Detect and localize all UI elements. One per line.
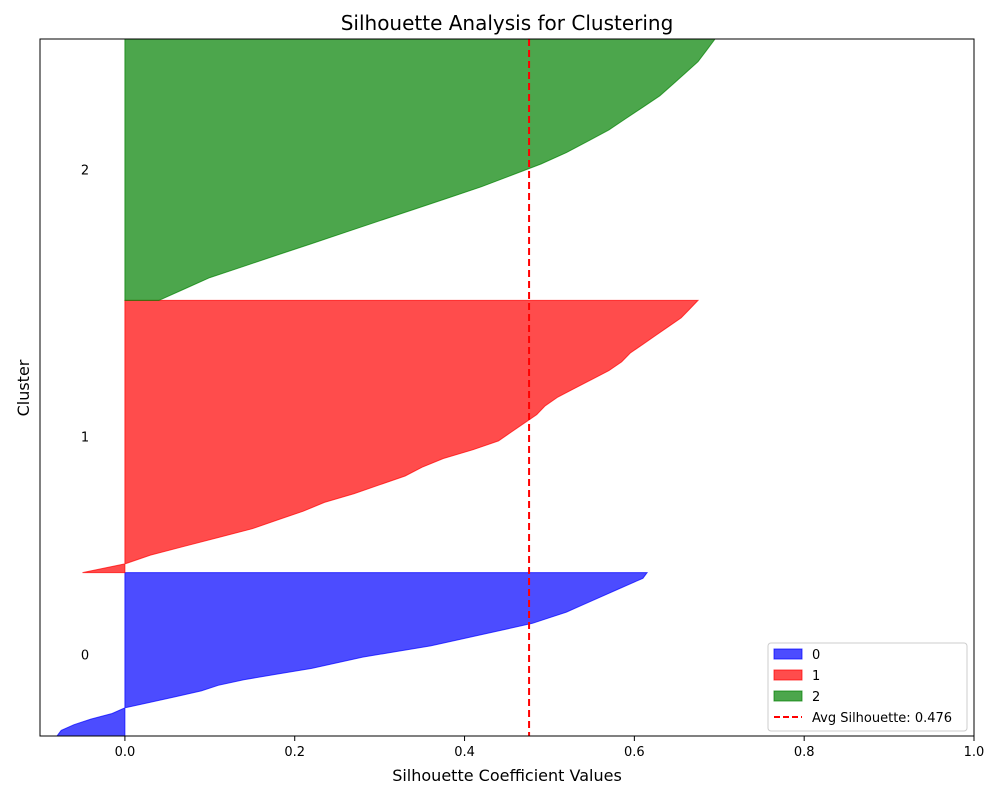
silhouette-area-cluster-0 — [56, 572, 649, 737]
x-axis-label: Silhouette Coefficient Values — [392, 766, 622, 785]
y-axis-cluster-labels: 0 1 2 — [81, 164, 89, 664]
x-tick-label: 1.0 — [964, 745, 985, 760]
x-tick-label: 0.2 — [284, 745, 305, 760]
cluster-label-2: 2 — [81, 164, 89, 179]
chart-title: Silhouette Analysis for Clustering — [341, 11, 674, 35]
y-axis-label: Cluster — [14, 359, 33, 416]
legend-label-avg: Avg Silhouette: 0.476 — [812, 711, 952, 726]
silhouette-area-cluster-1 — [82, 299, 700, 574]
legend-box — [767, 642, 968, 732]
legend: 0 1 2 Avg Silhouette: 0.476 — [767, 642, 968, 732]
cluster-label-1: 1 — [81, 431, 89, 446]
legend-swatch-2 — [773, 690, 803, 702]
legend-label-0: 0 — [812, 648, 820, 663]
x-axis-ticks: 0.0 0.2 0.4 0.6 0.8 1.0 — [115, 736, 985, 760]
x-tick-label: 0.8 — [794, 745, 815, 760]
x-tick-label: 0.0 — [115, 745, 136, 760]
x-tick-label: 0.6 — [624, 745, 645, 760]
silhouette-area-cluster-2 — [124, 38, 716, 301]
legend-swatch-1 — [773, 669, 803, 681]
legend-label-1: 1 — [812, 669, 820, 684]
cluster-label-0: 0 — [81, 648, 89, 663]
legend-swatch-0 — [773, 648, 803, 660]
series-layer — [56, 38, 716, 737]
legend-label-2: 2 — [812, 690, 820, 705]
x-tick-label: 0.4 — [454, 745, 475, 760]
plot-frame — [39, 38, 975, 737]
